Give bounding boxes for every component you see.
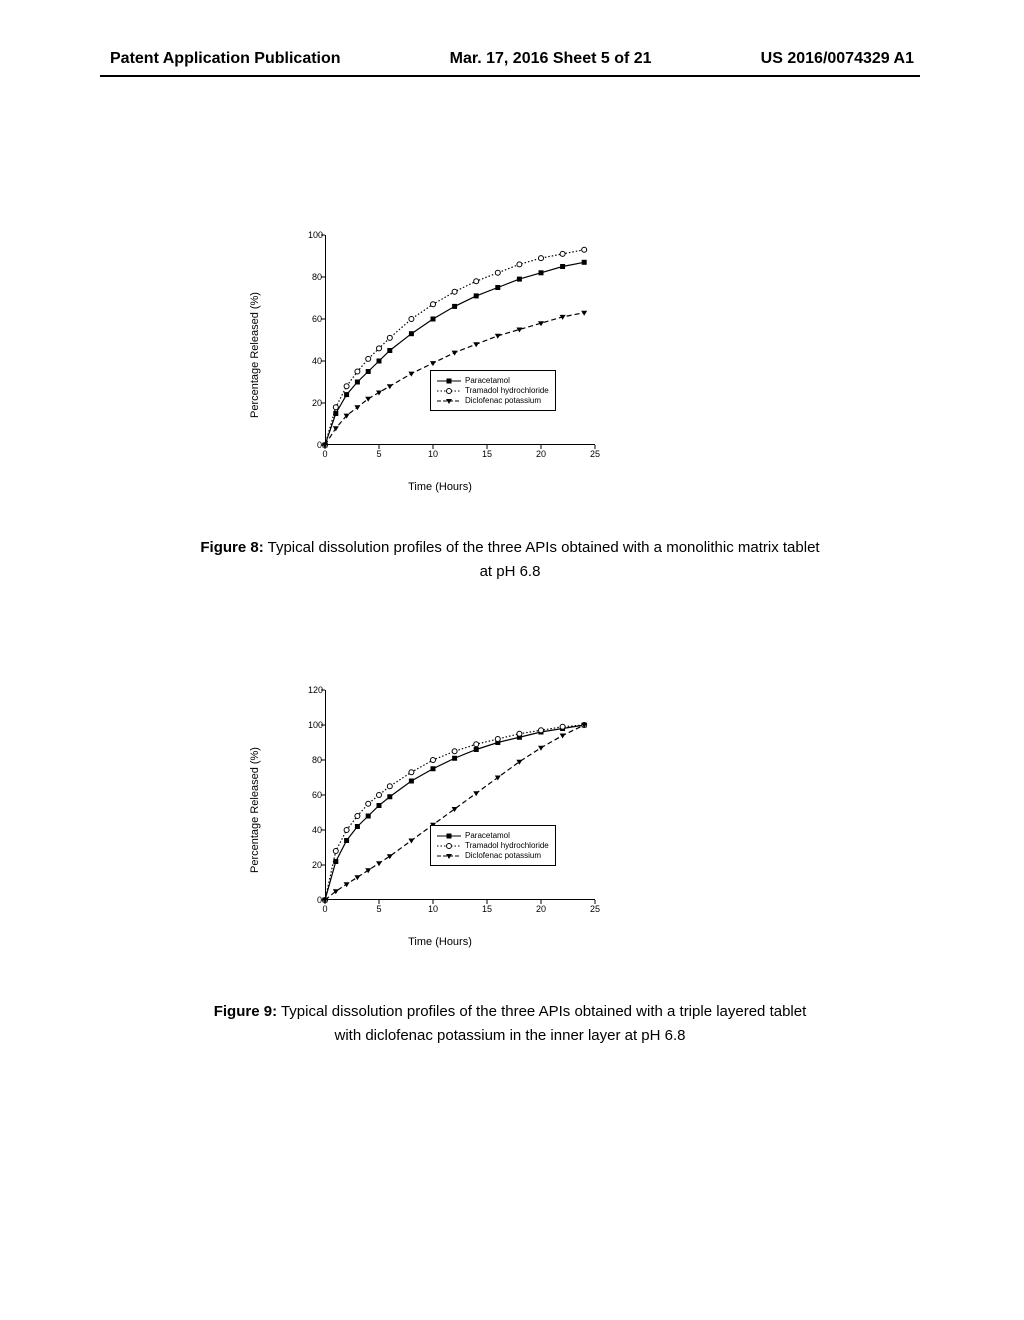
page-header: Patent Application Publication Mar. 17, … — [0, 50, 1024, 68]
y-tick-label: 20 — [308, 398, 322, 408]
legend-item: Paracetamol — [437, 831, 549, 840]
legend-item: Diclofenac potassium — [437, 851, 549, 860]
x-tick-label: 5 — [376, 904, 381, 914]
y-tick-label: 40 — [308, 825, 322, 835]
x-tick-label: 25 — [590, 449, 600, 459]
legend-label: Tramadol hydrochloride — [465, 841, 549, 850]
legend-label: Tramadol hydrochloride — [465, 386, 549, 395]
legend-item: Tramadol hydrochloride — [437, 386, 549, 395]
figure-8-label: Figure 8: — [200, 539, 263, 556]
x-tick-label: 20 — [536, 449, 546, 459]
legend-item: Paracetamol — [437, 376, 549, 385]
x-tick-label: 0 — [322, 904, 327, 914]
legend-label: Paracetamol — [465, 831, 510, 840]
y-tick-label: 60 — [308, 790, 322, 800]
y-tick-label: 60 — [308, 314, 322, 324]
figure-9-caption-text: Typical dissolution profiles of the thre… — [277, 1003, 806, 1044]
x-tick-label: 10 — [428, 449, 438, 459]
chart1-legend: ParacetamolTramadol hydrochlorideDiclofe… — [430, 370, 556, 411]
figure-8-caption-text: Typical dissolution profiles of the thre… — [264, 539, 820, 580]
y-tick-label: 80 — [308, 272, 322, 282]
figure-8-chart: Percentage Released (%) Time (Hours) 020… — [270, 225, 610, 485]
figure-9-chart: Percentage Released (%) Time (Hours) 020… — [270, 680, 610, 940]
x-tick-label: 20 — [536, 904, 546, 914]
chart1-xlabel: Time (Hours) — [408, 481, 472, 493]
x-tick-label: 5 — [376, 449, 381, 459]
y-tick-label: 100 — [308, 230, 322, 240]
y-tick-label: 80 — [308, 755, 322, 765]
y-tick-label: 0 — [308, 895, 322, 905]
legend-label: Diclofenac potassium — [465, 851, 541, 860]
y-tick-label: 20 — [308, 860, 322, 870]
x-tick-label: 0 — [322, 449, 327, 459]
x-tick-label: 10 — [428, 904, 438, 914]
x-tick-label: 15 — [482, 904, 492, 914]
legend-label: Paracetamol — [465, 376, 510, 385]
chart1-ylabel: Percentage Released (%) — [249, 292, 261, 418]
chart2-xlabel: Time (Hours) — [408, 936, 472, 948]
chart2-ylabel: Percentage Released (%) — [249, 747, 261, 873]
legend-label: Diclofenac potassium — [465, 396, 541, 405]
header-rule — [100, 75, 920, 77]
x-tick-label: 25 — [590, 904, 600, 914]
chart2-legend: ParacetamolTramadol hydrochlorideDiclofe… — [430, 825, 556, 866]
chart1-plot — [325, 235, 595, 445]
legend-item: Diclofenac potassium — [437, 396, 549, 405]
legend-item: Tramadol hydrochloride — [437, 841, 549, 850]
figure-9-caption: Figure 9: Typical dissolution profiles o… — [200, 1000, 820, 1048]
figure-8-caption: Figure 8: Typical dissolution profiles o… — [200, 536, 820, 584]
y-tick-label: 100 — [308, 720, 322, 730]
header-right: US 2016/0074329 A1 — [761, 50, 914, 68]
y-tick-label: 40 — [308, 356, 322, 366]
header-left: Patent Application Publication — [110, 50, 341, 68]
chart2-plot — [325, 690, 595, 900]
x-tick-label: 15 — [482, 449, 492, 459]
figure-9-label: Figure 9: — [214, 1003, 277, 1020]
y-tick-label: 120 — [308, 685, 322, 695]
header-center: Mar. 17, 2016 Sheet 5 of 21 — [450, 50, 652, 68]
y-tick-label: 0 — [308, 440, 322, 450]
